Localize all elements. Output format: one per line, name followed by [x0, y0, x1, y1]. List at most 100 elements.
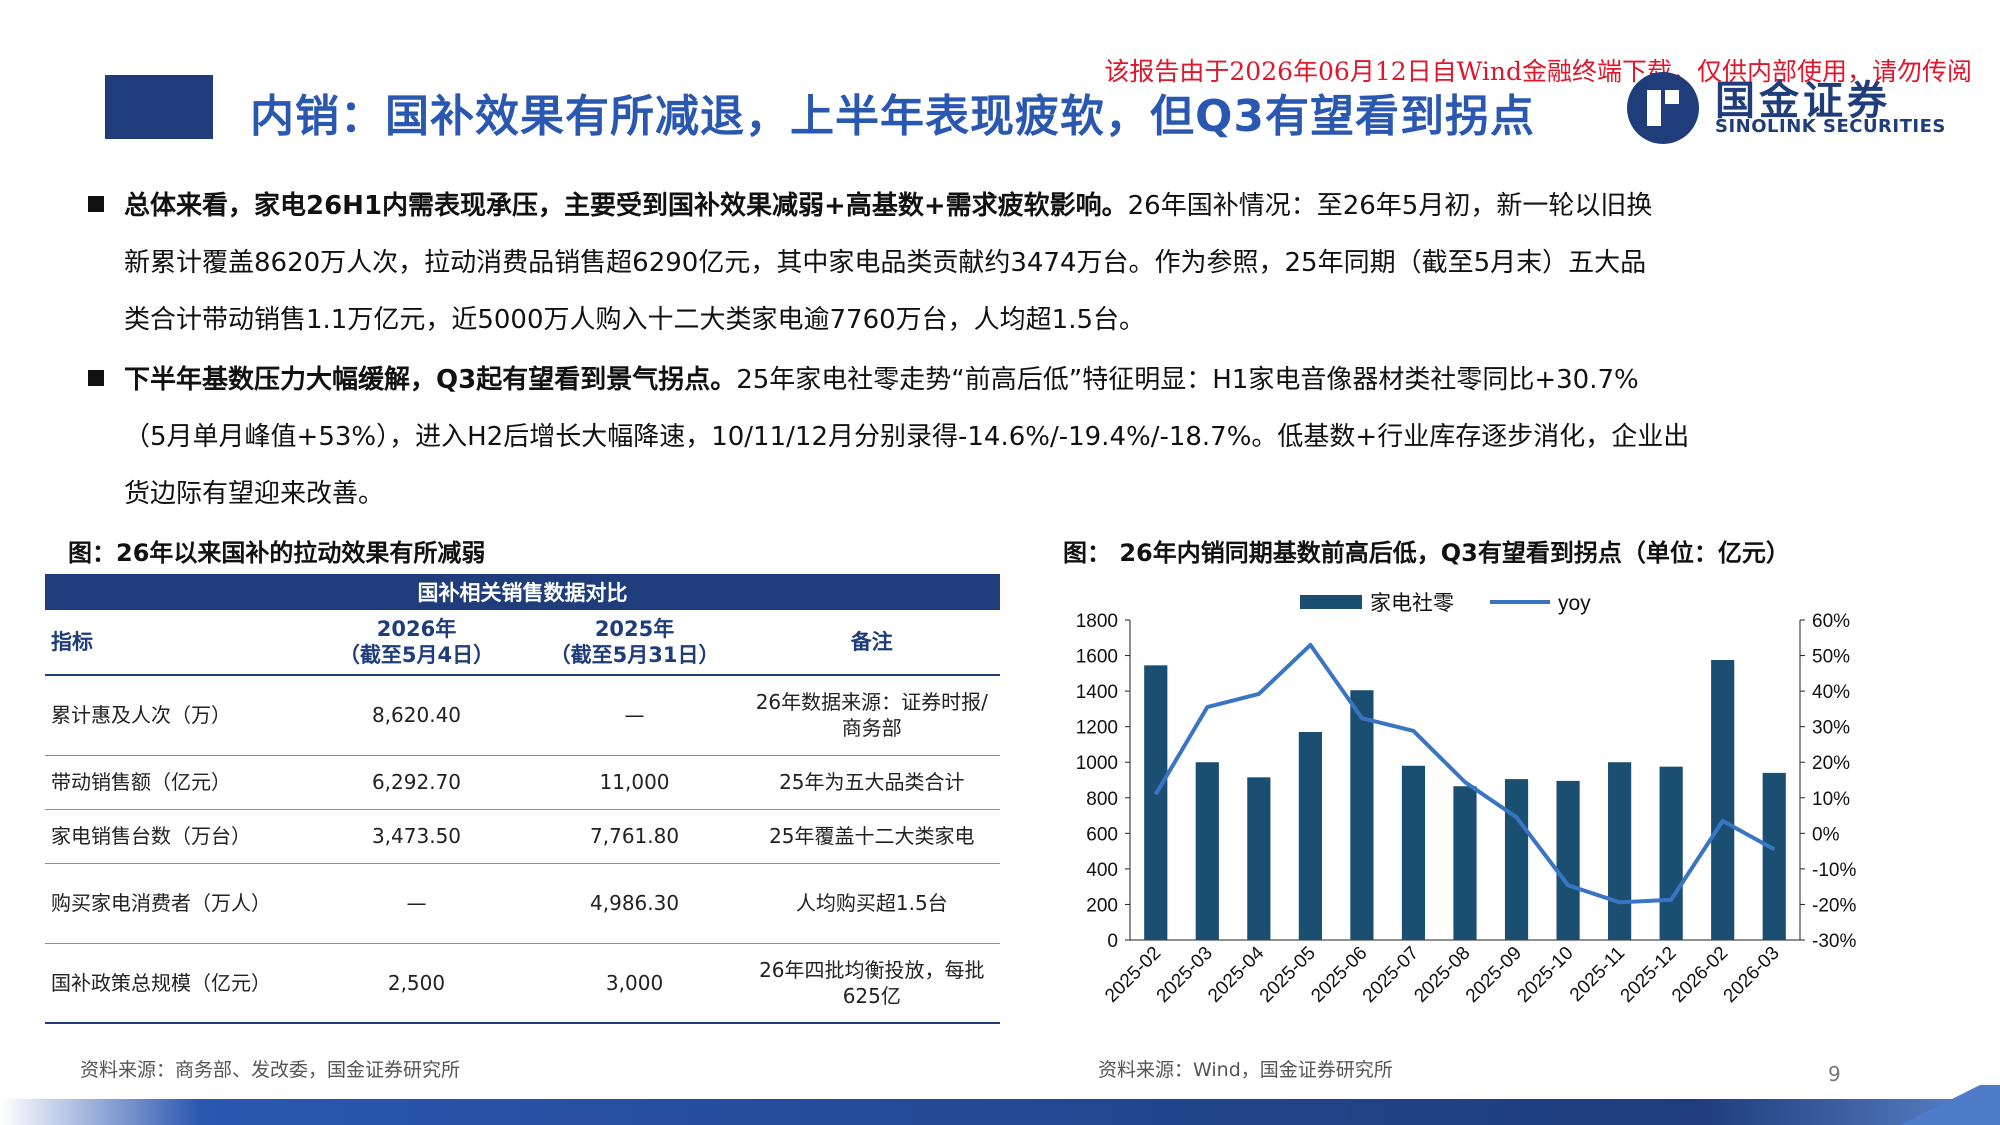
bar-2025-03 — [1195, 762, 1219, 940]
left-tick-label: 800 — [1086, 789, 1118, 810]
table-header-cell: 备注 — [743, 610, 1000, 676]
table-caption: 国补相关销售数据对比 — [45, 574, 1000, 610]
yoy-point-2025-07 — [1412, 730, 1414, 732]
table-cell: 7,761.80 — [525, 809, 744, 864]
bullet-1-line3: 类合计带动销售1.1万亿元，近5000万人购入十二大类家电逾7760万台，人均超… — [124, 305, 1146, 335]
x-tick-label: 2025-05 — [1256, 943, 1320, 1007]
x-tick-label: 2026-02 — [1668, 943, 1732, 1007]
right-tick-label: -20% — [1812, 895, 1856, 916]
right-tick-label: 30% — [1812, 718, 1850, 739]
download-watermark: 该报告由于2026年06月12日自Wind金融终端下载，仅供内部使用，请勿传阅 — [1104, 57, 1972, 86]
left-tick-label: 1800 — [1076, 611, 1118, 632]
table-cell: — — [525, 675, 744, 756]
logo-mark-icon — [1627, 72, 1699, 144]
x-tick-label: 2025-03 — [1153, 943, 1217, 1007]
x-tick-label: 2025-04 — [1204, 942, 1268, 1006]
yoy-point-2026-02 — [1722, 820, 1724, 822]
legend-bar-swatch — [1300, 595, 1362, 609]
page-title: 内销：国补效果有所减退，上半年表现疲软，但Q3有望看到拐点 — [250, 91, 1536, 142]
legend-bar-label: 家电社零 — [1370, 592, 1454, 615]
table-cell: — — [307, 863, 526, 944]
table-cell: 4,986.30 — [525, 863, 744, 944]
yoy-point-2025-12 — [1670, 899, 1672, 901]
table-cell: 26年四批均衡投放，每批625亿 — [743, 943, 1000, 1024]
left-tick-label: 400 — [1086, 860, 1118, 881]
logo-en-text: SINOLINK SECURITIES — [1715, 116, 1946, 137]
bullet-2-lead: 下半年基数压力大幅缓解，Q3起有望看到景气拐点。 — [124, 365, 737, 395]
left-tick-label: 1400 — [1076, 682, 1118, 703]
bullet-2-line2: （5月单月峰值+53%），进入H2后增长大幅降速，10/11/12月分别录得-1… — [124, 422, 1690, 452]
logo-cn-text: 国金证券 — [1715, 78, 1891, 124]
right-tick-label: 0% — [1812, 824, 1840, 845]
x-tick-label: 2025-09 — [1462, 943, 1526, 1007]
bullet-2-line3: 货边际有望迎来改善。 — [124, 479, 385, 509]
title-accent-bar — [105, 75, 213, 139]
yoy-point-2026-03 — [1773, 848, 1775, 850]
bar-2025-12 — [1659, 766, 1683, 940]
bar-2025-02 — [1144, 665, 1168, 940]
table-header-cell: 2025年 （截至5月31日） — [525, 610, 744, 676]
bullet-paragraph-2: 下半年基数压力大幅缓解，Q3起有望看到景气拐点。25年家电社零走势“前高后低”特… — [88, 352, 1878, 523]
yoy-point-2025-05 — [1309, 644, 1311, 646]
table-cell: 3,473.50 — [307, 809, 526, 864]
left-tick-label: 1000 — [1076, 753, 1118, 774]
left-tick-label: 1600 — [1076, 647, 1118, 668]
table-cell: 带动销售额（亿元） — [45, 755, 308, 810]
bar-2026-03 — [1762, 772, 1786, 940]
table-cell: 8,620.40 — [307, 675, 526, 756]
table-cell: 3,000 — [525, 943, 744, 1024]
table-cell: 人均购买超1.5台 — [743, 863, 1000, 944]
table-header-cell: 指标 — [45, 610, 308, 676]
bullet-1-lead: 总体来看，家电26H1内需表现承压，主要受到国补效果减弱+高基数+需求疲软影响。 — [124, 191, 1128, 221]
yoy-point-2025-04 — [1258, 693, 1260, 695]
table-cell: 25年覆盖十二大类家电 — [743, 809, 1000, 864]
right-tick-label: 20% — [1812, 753, 1850, 774]
yoy-point-2025-11 — [1619, 901, 1621, 903]
bullet-square-icon — [88, 370, 104, 386]
table-row: 家电销售台数（万台） 3,473.50 7,761.80 25年覆盖十二大类家电 — [45, 809, 1000, 864]
table-cell: 家电销售台数（万台） — [45, 809, 308, 864]
x-tick-label: 2025-02 — [1101, 943, 1165, 1007]
figure-2-title: 图： 26年内销同期基数前高后低，Q3有望看到拐点（单位：亿元） — [1063, 539, 1790, 567]
yoy-point-2025-06 — [1361, 717, 1363, 719]
bar-2025-06 — [1350, 690, 1374, 940]
table-cell: 2,500 — [307, 943, 526, 1024]
yoy-point-2025-10 — [1567, 884, 1569, 886]
bar-2026-02 — [1711, 660, 1735, 940]
table-row: 累计惠及人次（万） 8,620.40 — 26年数据来源：证券时报/商务部 — [45, 675, 1000, 756]
right-tick-label: 40% — [1812, 682, 1850, 703]
right-tick-label: -30% — [1812, 931, 1856, 952]
table-row: 购买家电消费者（万人） — 4,986.30 人均购买超1.5台 — [45, 863, 1000, 944]
table-cell: 累计惠及人次（万） — [45, 675, 308, 756]
left-tick-label: 200 — [1086, 895, 1118, 916]
table-cell: 国补政策总规模（亿元） — [45, 943, 308, 1024]
bar-2025-11 — [1608, 762, 1632, 940]
table-cell: 6,292.70 — [307, 755, 526, 810]
x-tick-label: 2025-08 — [1410, 943, 1474, 1007]
left-tick-label: 0 — [1107, 931, 1118, 952]
table-cell: 25年为五大品类合计 — [743, 755, 1000, 810]
page-number: 9 — [1828, 1062, 1841, 1086]
figure-2-source: 资料来源：Wind，国金证券研究所 — [1098, 1059, 1393, 1081]
yoy-point-2025-02 — [1155, 793, 1157, 795]
figure-1-source: 资料来源：商务部、发改委，国金证券研究所 — [80, 1059, 461, 1081]
x-tick-label: 2025-12 — [1617, 943, 1681, 1007]
x-tick-label: 2025-10 — [1513, 943, 1577, 1007]
table-cell: 26年数据来源：证券时报/商务部 — [743, 675, 1000, 756]
bullet-2-line1: 25年家电社零走势“前高后低”特征明显：H1家电音像器材类社零同比+30.7% — [736, 365, 1639, 395]
x-tick-label: 2025-07 — [1359, 943, 1423, 1007]
left-tick-label: 1200 — [1076, 718, 1118, 739]
bullet-1-line2: 新累计覆盖8620万人次，拉动消费品销售超6290亿元，其中家电品类贡献约347… — [124, 248, 1647, 278]
left-tick-label: 600 — [1086, 824, 1118, 845]
table-row: 国补政策总规模（亿元） 2,500 3,000 26年四批均衡投放，每批625亿 — [45, 943, 1000, 1024]
bullet-square-icon — [88, 196, 104, 212]
table-cell: 购买家电消费者（万人） — [45, 863, 308, 944]
bar-2025-08 — [1453, 786, 1477, 940]
retail-sales-combo-chart: 0 200 400 600 800 1000 1200 1400 1600 1800 -30% -20… — [1076, 592, 1857, 1007]
bar-2025-09 — [1504, 779, 1529, 940]
table-header-cell: 2026年 （截至5月4日） — [307, 610, 526, 676]
yoy-point-2025-09 — [1516, 816, 1518, 818]
bullet-1-line1: 26年国补情况：至26年5月初，新一轮以旧换 — [1127, 191, 1653, 221]
bar-2025-07 — [1401, 765, 1426, 940]
bar-2025-04 — [1247, 777, 1271, 940]
